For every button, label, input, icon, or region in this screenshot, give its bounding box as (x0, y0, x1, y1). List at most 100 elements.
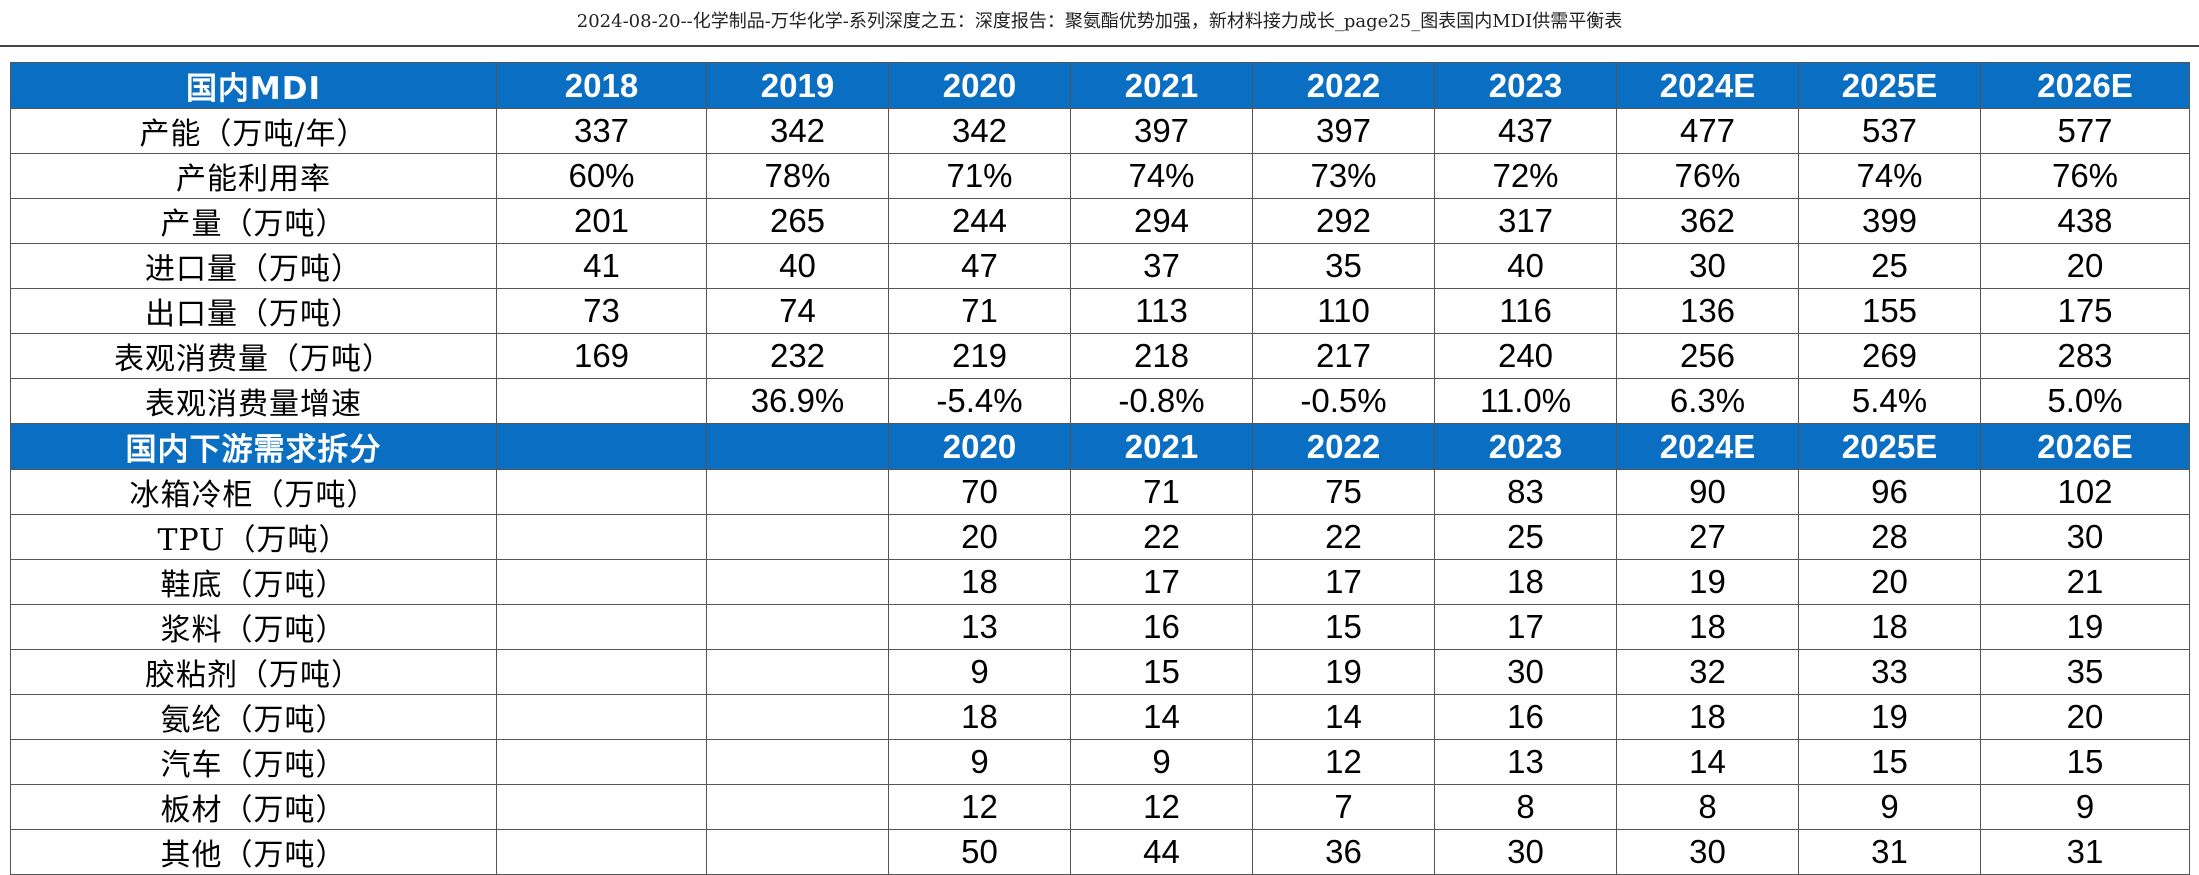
table-cell (496, 604, 707, 650)
year-header-cell: 2019 (706, 62, 889, 109)
supply-row: 进口量（万吨） 41 40 47 37 35 40 30 25 20 (10, 243, 2190, 289)
table-cell: 169 (496, 333, 707, 379)
table-cell: 25 (1798, 243, 1981, 289)
table-cell: 8 (1434, 784, 1617, 830)
table-cell: 15 (1798, 739, 1981, 785)
table-cell: 72% (1434, 153, 1617, 199)
table-cell: 70 (888, 469, 1071, 515)
table-cell: 44 (1070, 829, 1253, 875)
year-header-cell: 2026E (1980, 62, 2190, 109)
year-header-cell (496, 423, 707, 470)
table-cell: 76% (1616, 153, 1799, 199)
supply-row: 表观消费量增速 36.9% -5.4% -0.8% -0.5% 11.0% 6.3% 5.4%… (10, 378, 2190, 424)
table-cell: 337 (496, 108, 707, 154)
table-cell: -0.8% (1070, 378, 1253, 424)
table-cell: 17 (1070, 559, 1253, 605)
table-cell: 73 (496, 288, 707, 334)
table-cell: 30 (1980, 514, 2190, 560)
table-cell: 12 (888, 784, 1071, 830)
table-cell: 19 (1798, 694, 1981, 740)
supply-row: 出口量（万吨） 73 74 71 113 110 116 136 155 175 (10, 288, 2190, 334)
row-label: 表观消费量增速 (10, 378, 497, 424)
table-cell: 83 (1434, 469, 1617, 515)
table-cell: 217 (1252, 333, 1435, 379)
year-header-cell: 2025E (1798, 423, 1981, 470)
table-cell: 14 (1252, 694, 1435, 740)
table-cell: 5.0% (1980, 378, 2190, 424)
table-cell: 40 (1434, 243, 1617, 289)
table-cell: 244 (888, 198, 1071, 244)
table-cell: 317 (1434, 198, 1617, 244)
table-cell: 9 (1980, 784, 2190, 830)
document-title: 2024-08-20--化学制品-万华化学-系列深度之五：深度报告：聚氨酯优势加… (576, 11, 1623, 32)
row-label: 浆料（万吨） (10, 604, 497, 650)
table-cell (706, 784, 889, 830)
table-cell: 78% (706, 153, 889, 199)
demand-row: 冰箱冷柜（万吨） 70 71 75 83 90 96 102 (10, 469, 2190, 515)
row-label: 其他（万吨） (10, 829, 497, 875)
table-cell: 342 (888, 108, 1071, 154)
year-header-cell: 2020 (888, 62, 1071, 109)
demand-row: 鞋底（万吨） 18 17 17 18 19 20 21 (10, 559, 2190, 605)
table-cell (496, 694, 707, 740)
demand-row: 浆料（万吨） 13 16 15 17 18 18 19 (10, 604, 2190, 650)
table-cell: 12 (1252, 739, 1435, 785)
table-cell: 6.3% (1616, 378, 1799, 424)
table-cell: 110 (1252, 288, 1435, 334)
year-header-cell: 2022 (1252, 423, 1435, 470)
table-cell: 14 (1616, 739, 1799, 785)
table-cell (706, 739, 889, 785)
table-cell (496, 378, 707, 424)
supply-row: 产量（万吨） 201 265 244 294 292 317 362 399 438 (10, 198, 2190, 244)
table-cell: 27 (1616, 514, 1799, 560)
table-cell: 15 (1070, 649, 1253, 695)
year-header-cell: 2024E (1616, 62, 1799, 109)
table-cell: 9 (888, 739, 1071, 785)
table-cell (706, 559, 889, 605)
table-cell: 5.4% (1798, 378, 1981, 424)
row-label: 出口量（万吨） (10, 288, 497, 334)
row-label: 汽车（万吨） (10, 739, 497, 785)
row-label: 进口量（万吨） (10, 243, 497, 289)
table-cell: 30 (1434, 649, 1617, 695)
table-cell: 19 (1252, 649, 1435, 695)
table-cell: 175 (1980, 288, 2190, 334)
demand-row: 汽车（万吨） 9 9 12 13 14 15 15 (10, 739, 2190, 785)
table-cell: 31 (1980, 829, 2190, 875)
table-cell: 18 (1616, 694, 1799, 740)
table-cell: 9 (888, 649, 1071, 695)
table-cell: 20 (1980, 694, 2190, 740)
table-cell: 32 (1616, 649, 1799, 695)
table-cell: 342 (706, 108, 889, 154)
table-cell: 76% (1980, 153, 2190, 199)
table-cell: 40 (706, 243, 889, 289)
table-cell: 256 (1616, 333, 1799, 379)
table-cell: 47 (888, 243, 1071, 289)
table-cell: 19 (1980, 604, 2190, 650)
title-divider (0, 45, 2199, 47)
table-cell: 437 (1434, 108, 1617, 154)
year-header-cell: 2020 (888, 423, 1071, 470)
table-cell (706, 649, 889, 695)
table-cell: 71 (888, 288, 1071, 334)
table-cell: 8 (1616, 784, 1799, 830)
table-cell: 74% (1070, 153, 1253, 199)
table-cell: 14 (1070, 694, 1253, 740)
year-header-cell: 2018 (496, 62, 707, 109)
year-header-cell: 2026E (1980, 423, 2190, 470)
row-label: 冰箱冷柜（万吨） (10, 469, 497, 515)
year-header-cell: 2025E (1798, 62, 1981, 109)
table-cell: 60% (496, 153, 707, 199)
section-header-label: 国内下游需求拆分 (10, 423, 497, 470)
year-header-cell: 2021 (1070, 423, 1253, 470)
table-cell: 21 (1980, 559, 2190, 605)
table-cell: 397 (1070, 108, 1253, 154)
table-cell: 18 (888, 694, 1071, 740)
row-label: 鞋底（万吨） (10, 559, 497, 605)
table-cell: 201 (496, 198, 707, 244)
table-cell (496, 559, 707, 605)
table-cell: 9 (1070, 739, 1253, 785)
table-cell: 477 (1616, 108, 1799, 154)
table-cell: 30 (1616, 243, 1799, 289)
table-cell: 18 (1434, 559, 1617, 605)
